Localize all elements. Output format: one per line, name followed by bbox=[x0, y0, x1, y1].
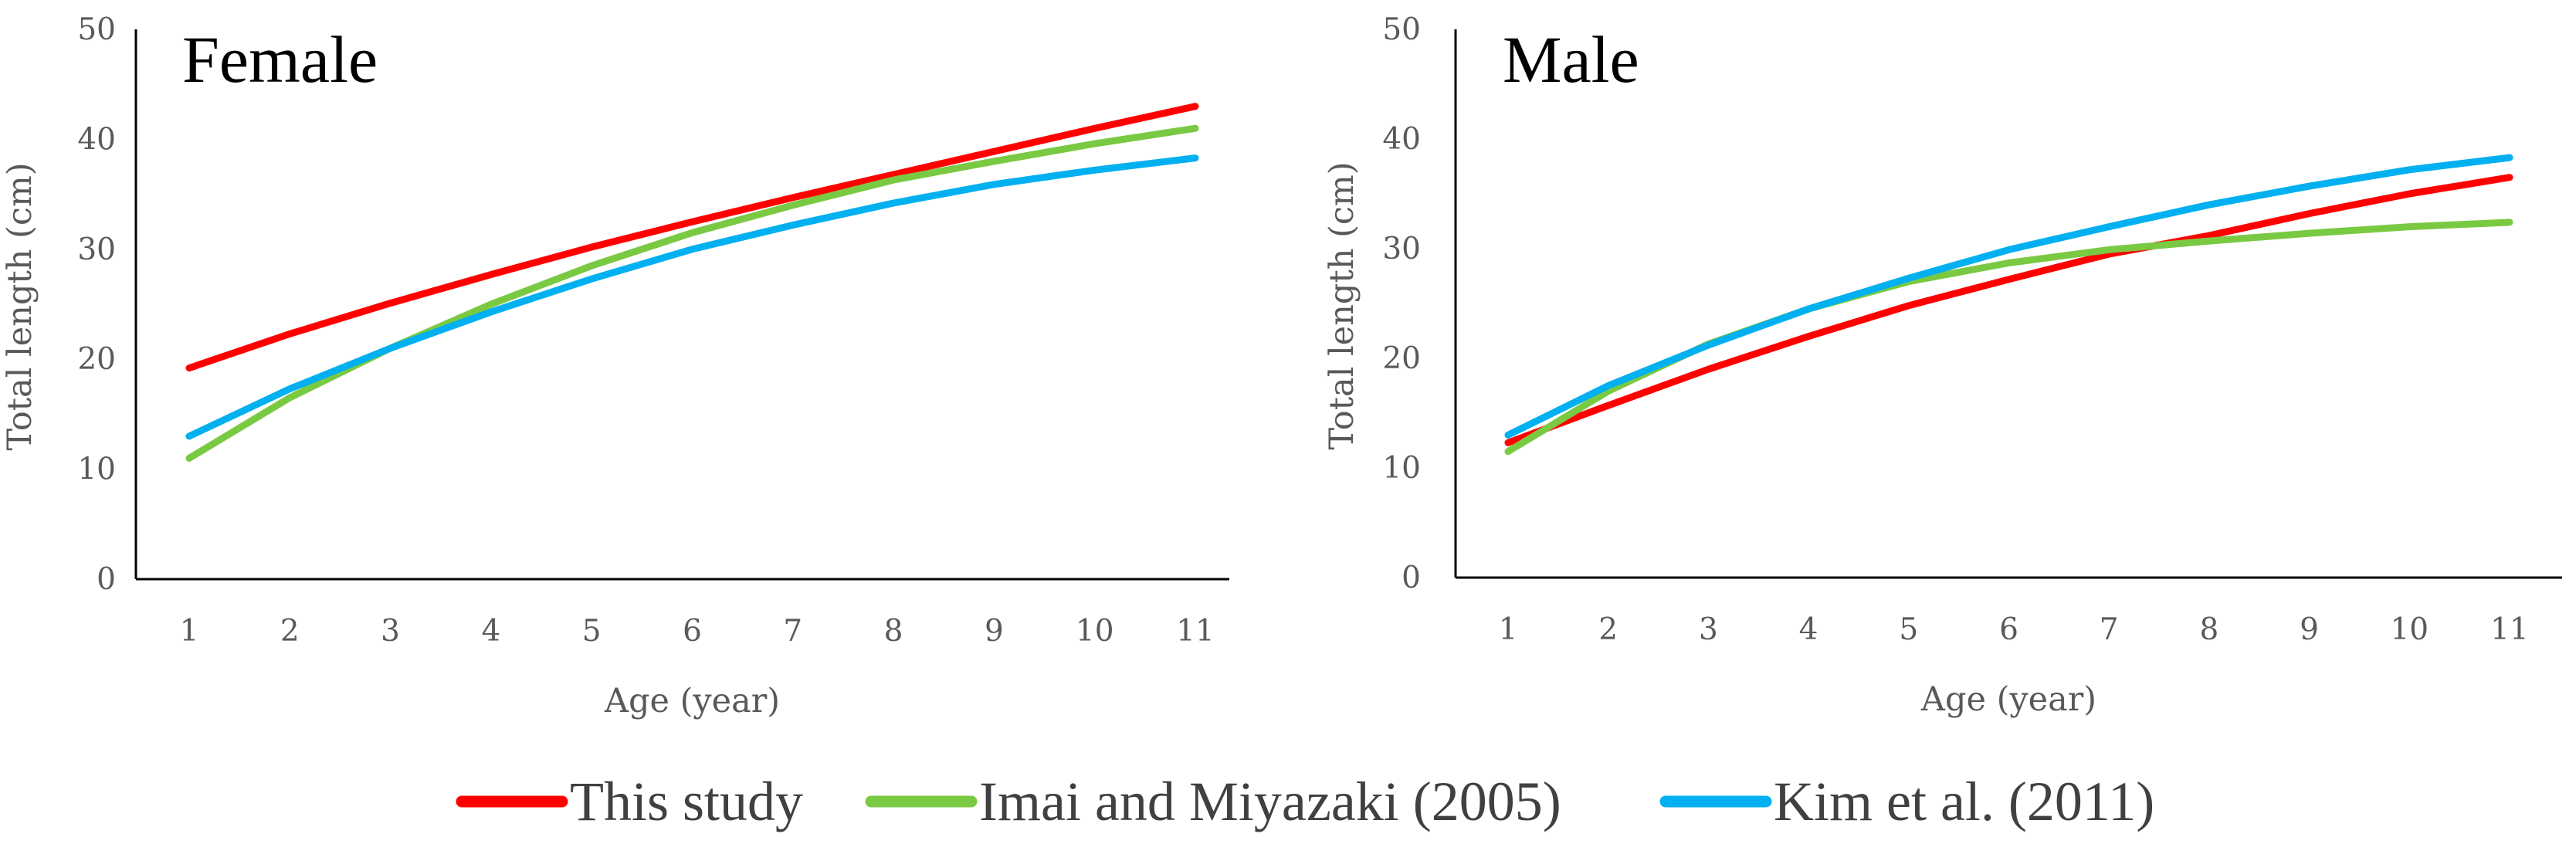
female-chart-panel: 0 10 20 30 40 50 1 2 3 4 5 6 7 8 9 10 11 Age (year) Total … bbox=[1, 12, 1229, 720]
female-y-tick-label: 0 bbox=[97, 562, 116, 597]
legend-label-imai: Imai and Miyazaki (2005) bbox=[979, 771, 1561, 832]
male-x-tick-label: 9 bbox=[2300, 612, 2319, 647]
male-y-tick-label: 20 bbox=[1382, 341, 1421, 376]
male-y-tick-label: 10 bbox=[1382, 451, 1421, 486]
male-x-tick-label: 3 bbox=[1699, 612, 1718, 647]
male-x-tick-label: 1 bbox=[1499, 612, 1518, 647]
legend: This study Imai and Miyazaki (2005) Kim et… bbox=[456, 771, 2154, 832]
female-x-tick-label: 8 bbox=[884, 614, 903, 649]
female-series-line-this-study bbox=[185, 103, 1199, 372]
male-chart-panel: 0 10 20 30 40 50 1 2 3 4 5 6 7 8 9 10 11 Age (year) Total … bbox=[1323, 12, 2562, 719]
male-y-tick-label: 40 bbox=[1382, 122, 1421, 157]
male-x-axis-label: Age (year) bbox=[1920, 680, 2096, 719]
legend-label-kim: Kim et al. (2011) bbox=[1774, 771, 2154, 832]
male-x-tick-label: 7 bbox=[2100, 612, 2119, 647]
female-x-tick-label: 2 bbox=[280, 614, 300, 649]
male-x-tick-label: 4 bbox=[1799, 612, 1818, 647]
female-y-tick-label: 40 bbox=[77, 122, 116, 157]
female-x-tick-label: 1 bbox=[180, 614, 199, 649]
male-x-tick-label: 11 bbox=[2490, 612, 2529, 647]
female-y-tick-label: 20 bbox=[77, 342, 116, 377]
female-x-tick-label: 6 bbox=[683, 614, 702, 649]
female-x-axis-label: Age (year) bbox=[604, 682, 780, 720]
female-x-tick-label: 10 bbox=[1076, 614, 1114, 649]
male-x-tick-label: 5 bbox=[1899, 612, 1918, 647]
male-x-tick-label: 10 bbox=[2390, 612, 2429, 647]
female-x-tick-label: 11 bbox=[1176, 614, 1215, 649]
male-x-tick-label: 8 bbox=[2199, 612, 2218, 647]
male-panel-title: Male bbox=[1503, 22, 1639, 97]
male-y-tick-label: 50 bbox=[1382, 12, 1421, 47]
male-series-line-imai bbox=[1504, 219, 2513, 456]
legend-label-this-study: This study bbox=[570, 771, 803, 832]
female-x-tick-label: 4 bbox=[481, 614, 500, 649]
female-x-tick-label: 7 bbox=[783, 614, 802, 649]
male-y-axis-label: Total length (cm) bbox=[1323, 161, 1361, 449]
female-x-tick-label: 3 bbox=[381, 614, 400, 649]
female-x-tick-label: 9 bbox=[985, 614, 1004, 649]
female-y-tick-label: 30 bbox=[77, 232, 116, 267]
male-series-line-this-study bbox=[1504, 174, 2513, 446]
male-series-line-kim bbox=[1504, 154, 2513, 439]
female-x-tick-label: 5 bbox=[582, 614, 602, 649]
male-x-tick-label: 2 bbox=[1598, 612, 1618, 647]
male-y-tick-label: 0 bbox=[1402, 561, 1421, 595]
female-y-tick-label: 50 bbox=[77, 12, 116, 47]
male-x-tick-label: 6 bbox=[1999, 612, 2018, 647]
male-y-tick-label: 30 bbox=[1382, 232, 1421, 266]
female-series-line-kim bbox=[185, 154, 1199, 440]
female-y-axis-label: Total length (cm) bbox=[1, 162, 39, 450]
female-panel-title: Female bbox=[182, 22, 378, 97]
female-y-tick-label: 10 bbox=[77, 453, 116, 487]
